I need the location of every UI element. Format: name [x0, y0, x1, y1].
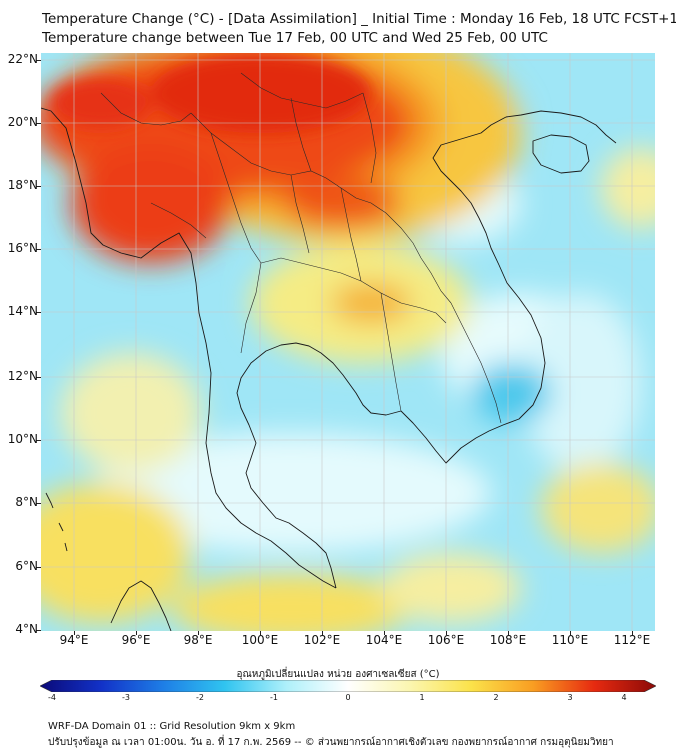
lat-label: 14°N: [7, 304, 38, 318]
borders: [100, 72, 502, 424]
lat-label: 20°N: [7, 115, 38, 129]
x-tick: [136, 631, 137, 635]
colorbar-label: อุณหภูมิเปลี่ยนแปลง หน่วย องศาเซลเซียส (…: [236, 669, 440, 680]
lat-label: 10°N: [7, 432, 38, 446]
colorbar-tick: 3: [567, 693, 573, 702]
colorbar-tick: -4: [48, 693, 56, 702]
colorbar-tick: -3: [122, 693, 130, 702]
colorbar-tick: 4: [621, 693, 627, 702]
colorbar-tick: -1: [270, 693, 278, 702]
map-title: Temperature Change (°C) - [Data Assimila…: [42, 11, 676, 27]
y-tick: [36, 60, 41, 61]
lon-label: 100°E: [241, 633, 279, 647]
colorbar-tick: 1: [419, 693, 425, 702]
x-tick: [384, 631, 385, 635]
lon-label: 104°E: [365, 633, 403, 647]
temperature-change-map: [41, 53, 655, 631]
y-tick: [36, 377, 41, 378]
lat-label: 8°N: [15, 495, 38, 509]
x-tick: [632, 631, 633, 635]
lon-label: 102°E: [303, 633, 341, 647]
graticule: [41, 53, 655, 631]
x-tick: [198, 631, 199, 635]
y-tick: [36, 123, 41, 124]
footer-model-info: WRF-DA Domain 01 :: Grid Resolution 9km …: [48, 721, 296, 732]
colorbar-tick: 2: [493, 693, 499, 702]
lat-label: 12°N: [7, 369, 38, 383]
colorbar-tick: -2: [196, 693, 204, 702]
colorbar-tick: 0: [345, 693, 351, 702]
x-tick: [570, 631, 571, 635]
x-tick: [446, 631, 447, 635]
lat-label: 18°N: [7, 178, 38, 192]
footer-credit: ปรับปรุงข้อมูล ณ เวลา 01:00น. วัน อ. ที่…: [48, 737, 614, 748]
lon-label: 106°E: [427, 633, 465, 647]
lat-label: 22°N: [7, 52, 38, 66]
colorbar: [40, 680, 656, 692]
y-tick: [36, 567, 41, 568]
lon-label: 110°E: [551, 633, 589, 647]
y-tick: [36, 249, 41, 250]
y-tick: [36, 503, 41, 504]
lat-label: 6°N: [15, 559, 38, 573]
lon-label: 98°E: [183, 633, 213, 647]
lat-label: 4°N: [15, 622, 38, 636]
map-subtitle: Temperature change between Tue 17 Feb, 0…: [42, 30, 548, 46]
lon-label: 108°E: [489, 633, 527, 647]
y-tick: [36, 630, 41, 631]
lon-label: 112°E: [613, 633, 651, 647]
lon-label: 96°E: [121, 633, 151, 647]
lat-label: 16°N: [7, 241, 38, 255]
lon-label: 94°E: [59, 633, 89, 647]
y-tick: [36, 312, 41, 313]
x-tick: [322, 631, 323, 635]
x-tick: [508, 631, 509, 635]
x-tick: [260, 631, 261, 635]
x-tick: [74, 631, 75, 635]
coastlines: [41, 107, 617, 631]
y-tick: [36, 186, 41, 187]
y-tick: [36, 440, 41, 441]
